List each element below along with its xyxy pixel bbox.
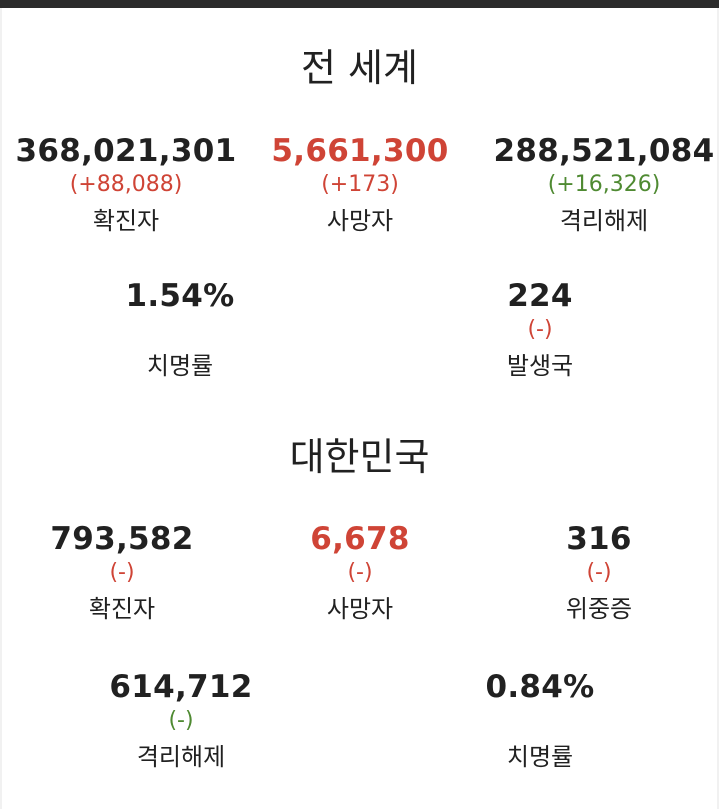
stats-card: 전 세계 368,021,301 (+88,088) 확진자 5,661,300… — [2, 8, 717, 809]
korea-deaths-label: 사망자 — [326, 595, 394, 623]
korea-deaths-value: 6,678 — [310, 521, 410, 557]
korea-critical-value: 316 — [566, 521, 632, 557]
korea-fatality-label: 치명률 — [506, 743, 574, 771]
world-countries-change: (-) — [527, 317, 553, 342]
world-fatality-stat: 1.54% 치명률 — [60, 277, 300, 381]
world-countries-label: 발생국 — [506, 352, 574, 380]
korea-released-stat: 614,712 (-) 격리해제 — [61, 668, 301, 772]
world-countries-stat: 224 (-) 발생국 — [420, 277, 660, 381]
world-deaths-change: (+173) — [321, 172, 399, 197]
world-confirmed-stat: 368,021,301 (+88,088) 확진자 — [6, 132, 246, 236]
korea-fatality-change-empty — [420, 706, 660, 736]
korea-critical-change: (-) — [586, 560, 612, 585]
korea-deaths-stat: 6,678 (-) 사망자 — [240, 520, 480, 624]
world-confirmed-value: 368,021,301 — [15, 133, 237, 169]
world-fatality-label: 치명률 — [146, 352, 214, 380]
korea-released-label: 격리해제 — [136, 743, 226, 771]
korea-confirmed-value: 793,582 — [50, 521, 194, 557]
world-countries-value: 224 — [507, 278, 573, 314]
world-deaths-stat: 5,661,300 (+173) 사망자 — [240, 132, 480, 236]
world-released-stat: 288,521,084 (+16,326) 격리해제 — [484, 132, 719, 236]
world-fatality-value: 1.54% — [125, 278, 235, 314]
world-section-title: 전 세계 — [301, 46, 418, 90]
world-released-label: 격리해제 — [559, 207, 649, 235]
korea-fatality-value: 0.84% — [485, 669, 595, 705]
korea-critical-stat: 316 (-) 위중증 — [479, 520, 719, 624]
korea-critical-label: 위중증 — [565, 595, 633, 623]
world-deaths-value: 5,661,300 — [271, 133, 449, 169]
world-released-value: 288,521,084 — [493, 133, 715, 169]
korea-released-change: (-) — [168, 708, 194, 733]
korea-confirmed-label: 확진자 — [88, 595, 156, 623]
korea-confirmed-change: (-) — [109, 560, 135, 585]
world-released-change: (+16,326) — [547, 172, 661, 197]
status-bar — [0, 0, 719, 8]
world-deaths-label: 사망자 — [326, 207, 394, 235]
korea-fatality-stat: 0.84% 치명률 — [420, 668, 660, 772]
world-confirmed-change: (+88,088) — [69, 172, 183, 197]
world-confirmed-label: 확진자 — [92, 207, 160, 235]
korea-deaths-change: (-) — [347, 560, 373, 585]
korea-section-title: 대한민국 — [289, 435, 430, 479]
world-fatality-change-empty — [60, 315, 300, 345]
korea-confirmed-stat: 793,582 (-) 확진자 — [2, 520, 242, 624]
korea-released-value: 614,712 — [109, 669, 253, 705]
